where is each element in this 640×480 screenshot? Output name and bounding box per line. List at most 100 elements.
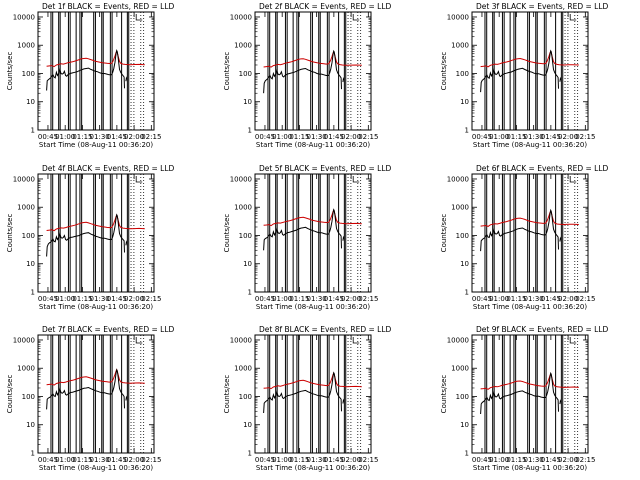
y-tick-label: 10000 [230,13,252,21]
panel-title: Det 6f BLACK = Events, RED = LLD [476,164,609,173]
panel-title: Det 3f BLACK = Events, RED = LLD [476,2,609,11]
events-series-line [263,371,342,414]
y-tick-label: 10000 [447,175,469,183]
x-tick-label: 00:45 [255,133,275,141]
x-tick-label: 02:15 [141,295,161,303]
y-tick-label: 1 [465,450,469,458]
y-tick-label: 100 [456,393,469,401]
bracket-marker [352,14,360,21]
x-tick-label: 01:15 [506,133,526,141]
y-tick-label: 1000 [451,42,469,50]
plot-frame [37,11,155,131]
x-tick-label: 01:15 [289,295,309,303]
plot-frame [471,173,589,293]
x-tick-label: 02:00 [558,456,578,464]
x-tick-label: 00:45 [38,456,58,464]
x-tick-label: 02:15 [358,295,378,303]
y-tick-label: 1 [248,289,252,297]
events-series-tail [125,76,128,82]
lld-series-line [480,372,579,390]
x-tick-label: 00:45 [255,456,275,464]
x-tick-label: 00:45 [472,133,492,141]
y-tick-label: 100 [239,393,252,401]
panel-title: Det 5f BLACK = Events, RED = LLD [259,164,392,173]
x-tick-label: 01:30 [307,456,327,464]
x-tick-label: 02:00 [341,133,361,141]
x-tick-label: 01:00 [272,295,292,303]
x-tick-label: 01:30 [524,295,544,303]
events-series-tail [559,236,562,242]
lld-series-line [263,208,362,227]
bracket-marker [352,337,360,344]
y-tick-label: 10 [243,98,252,106]
y-tick-label: 10 [460,421,469,429]
x-axis-label: Start Time (08-Aug-11 00:36:20) [473,141,587,149]
x-tick-label: 02:00 [124,295,144,303]
x-tick-label: 01:15 [289,133,309,141]
y-tick-label: 1 [31,450,35,458]
y-tick-label: 100 [22,232,35,240]
x-tick-label: 01:15 [72,456,92,464]
y-tick-label: 10 [243,260,252,268]
y-tick-label: 10 [26,260,35,268]
plot-frame [254,11,372,131]
panel-9: Det 9f BLACK = Events, RED = LLD 1 10 100 10… [440,325,609,472]
y-tick-label: 100 [22,70,35,78]
x-tick-label: 02:15 [575,456,595,464]
x-tick-label: 01:15 [506,295,526,303]
panel-6: Det 6f BLACK = Events, RED = LLD 1 10 100 10… [440,164,609,311]
y-tick-label: 1000 [17,42,35,50]
y-axis-label: Counts/sec [6,375,14,414]
y-tick-label: 1000 [17,365,35,373]
x-tick-label: 02:15 [141,133,161,141]
x-tick-label: 01:00 [489,295,509,303]
events-series-line [480,208,559,252]
y-tick-label: 100 [456,70,469,78]
x-tick-label: 00:45 [38,133,58,141]
x-tick-label: 01:30 [90,456,110,464]
x-tick-label: 01:15 [72,295,92,303]
x-tick-label: 01:45 [324,295,344,303]
x-tick-label: 02:15 [358,456,378,464]
x-tick-label: 01:30 [307,295,327,303]
x-tick-label: 01:30 [90,295,110,303]
x-tick-label: 01:30 [524,133,544,141]
lld-series-line [46,368,145,386]
y-tick-label: 100 [239,70,252,78]
x-tick-label: 02:00 [558,133,578,141]
y-axis-label: Counts/sec [440,375,448,414]
x-tick-label: 01:45 [324,133,344,141]
x-tick-label: 01:00 [272,133,292,141]
y-tick-label: 1000 [234,204,252,212]
x-tick-label: 01:45 [107,295,127,303]
x-axis-label: Start Time (08-Aug-11 00:36:20) [39,141,153,149]
panel-title: Det 7f BLACK = Events, RED = LLD [42,325,175,334]
events-series-line [263,49,342,94]
x-tick-label: 01:45 [107,133,127,141]
events-series-line [263,208,342,251]
x-tick-label: 00:45 [255,295,275,303]
x-axis-label: Start Time (08-Aug-11 00:36:20) [256,464,370,472]
y-tick-label: 10000 [447,13,469,21]
y-tick-label: 10 [243,421,252,429]
panel-title: Det 4f BLACK = Events, RED = LLD [42,164,175,173]
x-tick-label: 02:00 [124,456,144,464]
events-series-line [46,368,125,410]
y-axis-label: Counts/sec [223,52,231,91]
x-tick-label: 01:00 [55,295,75,303]
y-tick-label: 1000 [17,204,35,212]
y-axis-label: Counts/sec [6,214,14,253]
y-tick-label: 1 [248,127,252,135]
x-tick-label: 01:00 [55,133,75,141]
x-tick-label: 00:45 [38,295,58,303]
bracket-marker [135,337,143,344]
x-tick-label: 02:00 [341,295,361,303]
y-tick-label: 1 [465,127,469,135]
y-tick-label: 100 [22,393,35,401]
y-tick-label: 1 [465,289,469,297]
y-tick-label: 10000 [13,13,35,21]
x-tick-label: 01:30 [524,456,544,464]
panel-7: Det 7f BLACK = Events, RED = LLD 1 10 100 10… [6,325,175,472]
panel-4: Det 4f BLACK = Events, RED = LLD 1 10 100 10… [6,164,175,311]
